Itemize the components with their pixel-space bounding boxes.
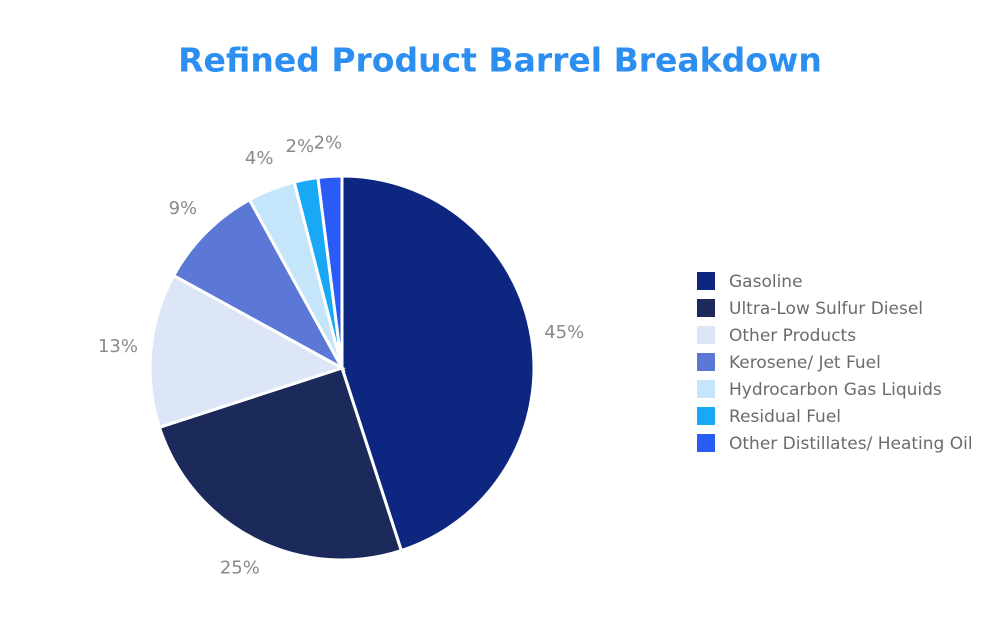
pie-slice [171, 197, 346, 372]
legend-swatch [697, 272, 715, 290]
value-label: 2% [314, 132, 343, 153]
pie-slice [340, 174, 536, 553]
legend-label: Residual Fuel [729, 407, 841, 427]
pie-slice [148, 273, 346, 430]
legend-label: Kerosene/ Jet Fuel [729, 353, 881, 373]
value-label: 2% [286, 136, 315, 157]
value-label: 9% [169, 198, 198, 219]
value-label: 13% [98, 336, 138, 357]
value-label: 25% [220, 557, 260, 578]
legend-label: Ultra-Low Sulfur Diesel [729, 299, 923, 319]
legend-label: Hydrocarbon Gas Liquids [729, 380, 942, 400]
pie-slice [316, 174, 344, 369]
legend-swatch [697, 407, 715, 425]
legend-swatch [697, 353, 715, 371]
legend-swatch [697, 434, 715, 452]
legend-swatch [697, 299, 715, 317]
chart-title: Refined Product Barrel Breakdown [178, 41, 822, 80]
value-label: 45% [544, 322, 584, 343]
pie-slice [157, 366, 404, 562]
legend-swatch [697, 380, 715, 398]
legend-swatch [697, 326, 715, 344]
legend-label: Other Products [729, 326, 856, 346]
value-label: 4% [245, 148, 274, 169]
legend-label: Other Distillates/ Heating Oil [729, 434, 973, 454]
legend-label: Gasoline [729, 272, 803, 292]
